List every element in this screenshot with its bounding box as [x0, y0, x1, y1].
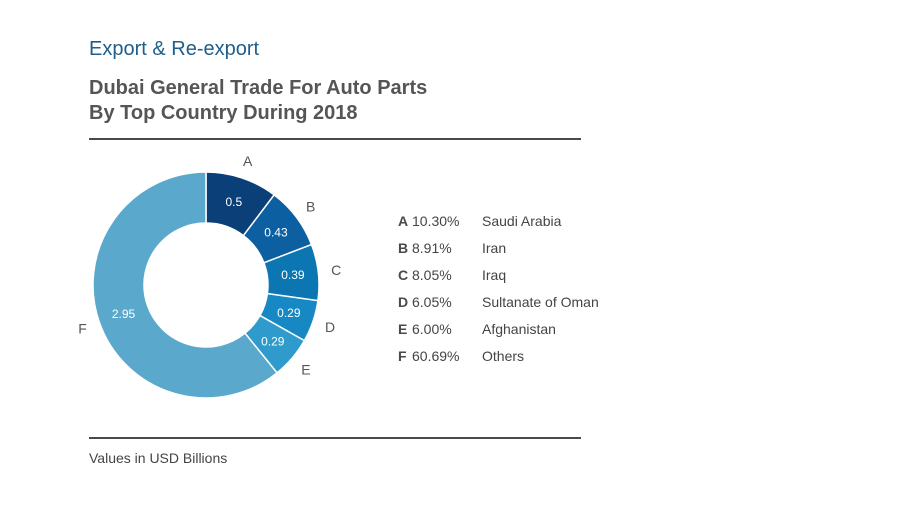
- legend-country: Iraq: [482, 266, 507, 283]
- legend-percent: 6.05%: [412, 293, 452, 310]
- legend-country: Sultanate of Oman: [482, 293, 599, 310]
- value-label-e: 0.29: [261, 335, 285, 349]
- value-label-a: 0.5: [226, 195, 243, 209]
- legend-percent: 60.69%: [412, 347, 460, 364]
- legend-item-f: F 60.69% Others: [398, 342, 599, 369]
- chart-title: Dubai General Trade For Auto Parts By To…: [89, 76, 427, 126]
- footnote: Values in USD Billions: [89, 450, 228, 466]
- legend-country: Others: [482, 347, 525, 364]
- value-label-f: 2.95: [112, 307, 136, 321]
- category-label-f: F: [78, 321, 87, 337]
- legend-letter: F: [398, 347, 407, 364]
- chart-title-line-1: Dubai General Trade For Auto Parts: [89, 77, 428, 99]
- legend-percent: 10.30%: [412, 212, 460, 229]
- category-label-a: A: [243, 153, 253, 169]
- donut-slice-f: [92, 171, 279, 399]
- top-divider: [89, 138, 581, 140]
- section-title: Export & Re-export: [89, 38, 260, 60]
- legend-percent: 6.00%: [412, 320, 452, 337]
- legend-letter: E: [398, 320, 408, 337]
- category-label-e: E: [301, 362, 310, 378]
- legend-item-a: A 10.30% Saudi Arabia: [398, 207, 599, 234]
- legend-item-e: E 6.00% Afghanistan: [398, 315, 599, 342]
- legend-letter: D: [398, 293, 409, 310]
- chart-title-line-2: By Top Country During 2018: [89, 102, 358, 124]
- legend-item-d: D 6.05% Sultanate of Oman: [398, 288, 599, 315]
- legend-letter: B: [398, 239, 409, 256]
- legend-percent: 8.91%: [412, 239, 452, 256]
- category-label-b: B: [306, 198, 315, 214]
- legend-percent: 8.05%: [412, 266, 452, 283]
- bottom-divider: [89, 437, 581, 439]
- value-label-c: 0.39: [281, 268, 305, 282]
- chart-legend: A 10.30% Saudi Arabia B 8.91% Iran C 8.05% Iraq D…: [398, 207, 599, 369]
- value-label-d: 0.29: [277, 306, 301, 320]
- legend-item-b: B 8.91% Iran: [398, 234, 599, 261]
- category-label-d: D: [325, 319, 335, 335]
- legend-letter: C: [398, 266, 409, 283]
- legend-letter: A: [398, 212, 409, 229]
- value-label-b: 0.43: [264, 225, 288, 239]
- legend-country: Iran: [482, 239, 507, 256]
- legend-item-c: C 8.05% Iraq: [398, 261, 599, 288]
- legend-country: Afghanistan: [482, 320, 556, 337]
- category-label-c: C: [331, 262, 341, 278]
- legend-country: Saudi Arabia: [482, 212, 562, 229]
